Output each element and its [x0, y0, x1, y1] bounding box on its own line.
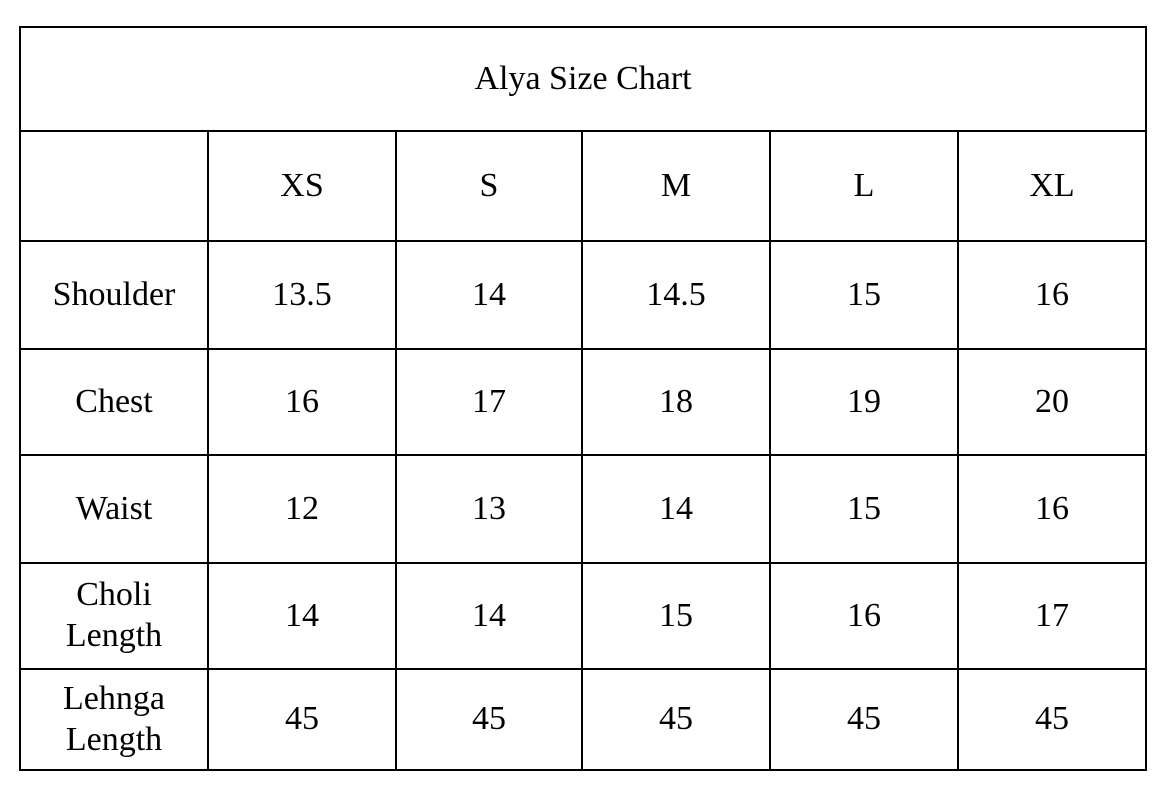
column-header: S [395, 130, 583, 242]
table-cell: 45 [956, 668, 1148, 771]
table-row: Shoulder 13.5 14 14.5 15 16 [19, 240, 1148, 350]
column-header: XS [207, 130, 397, 242]
table-cell: 45 [395, 668, 583, 771]
row-label: Waist [19, 454, 209, 564]
table-cell: 15 [769, 240, 959, 350]
table-cell: 16 [207, 348, 397, 456]
table-cell: 17 [956, 562, 1148, 670]
table-cell: 14 [207, 562, 397, 670]
row-label: Lehnga Length [19, 668, 209, 771]
table-row: Choli Length 14 14 15 16 17 [19, 562, 1148, 670]
table-cell: 17 [395, 348, 583, 456]
table-cell: 15 [581, 562, 771, 670]
table-title: Alya Size Chart [18, 26, 1148, 132]
header-row: XS S M L XL [19, 130, 1148, 242]
title-row: Alya Size Chart [18, 26, 1148, 132]
table-cell: 45 [581, 668, 771, 771]
table-cell: 16 [769, 562, 959, 670]
table-cell: 14 [395, 562, 583, 670]
column-header: XL [956, 130, 1148, 242]
column-header: M [581, 130, 771, 242]
row-label: Shoulder [19, 240, 209, 350]
table-row: Waist 12 13 14 15 16 [19, 454, 1148, 564]
row-label: Chest [19, 348, 209, 456]
size-chart-table: Alya Size Chart XS S M L XL Shoulder 13.… [18, 26, 1148, 771]
table-cell: 19 [769, 348, 959, 456]
table-cell: 13.5 [207, 240, 397, 350]
table-cell: 12 [207, 454, 397, 564]
table-cell: 45 [769, 668, 959, 771]
table-cell: 14.5 [581, 240, 771, 350]
column-header [19, 130, 209, 242]
table-cell: 18 [581, 348, 771, 456]
table-cell: 15 [769, 454, 959, 564]
table-row: Chest 16 17 18 19 20 [19, 348, 1148, 456]
table-cell: 16 [956, 240, 1148, 350]
column-header: L [769, 130, 959, 242]
table-cell: 20 [956, 348, 1148, 456]
table-cell: 13 [395, 454, 583, 564]
table-cell: 45 [207, 668, 397, 771]
table-cell: 14 [395, 240, 583, 350]
table-row: Lehnga Length 45 45 45 45 45 [19, 668, 1148, 771]
table-cell: 14 [581, 454, 771, 564]
table-cell: 16 [956, 454, 1148, 564]
row-label: Choli Length [19, 562, 209, 670]
